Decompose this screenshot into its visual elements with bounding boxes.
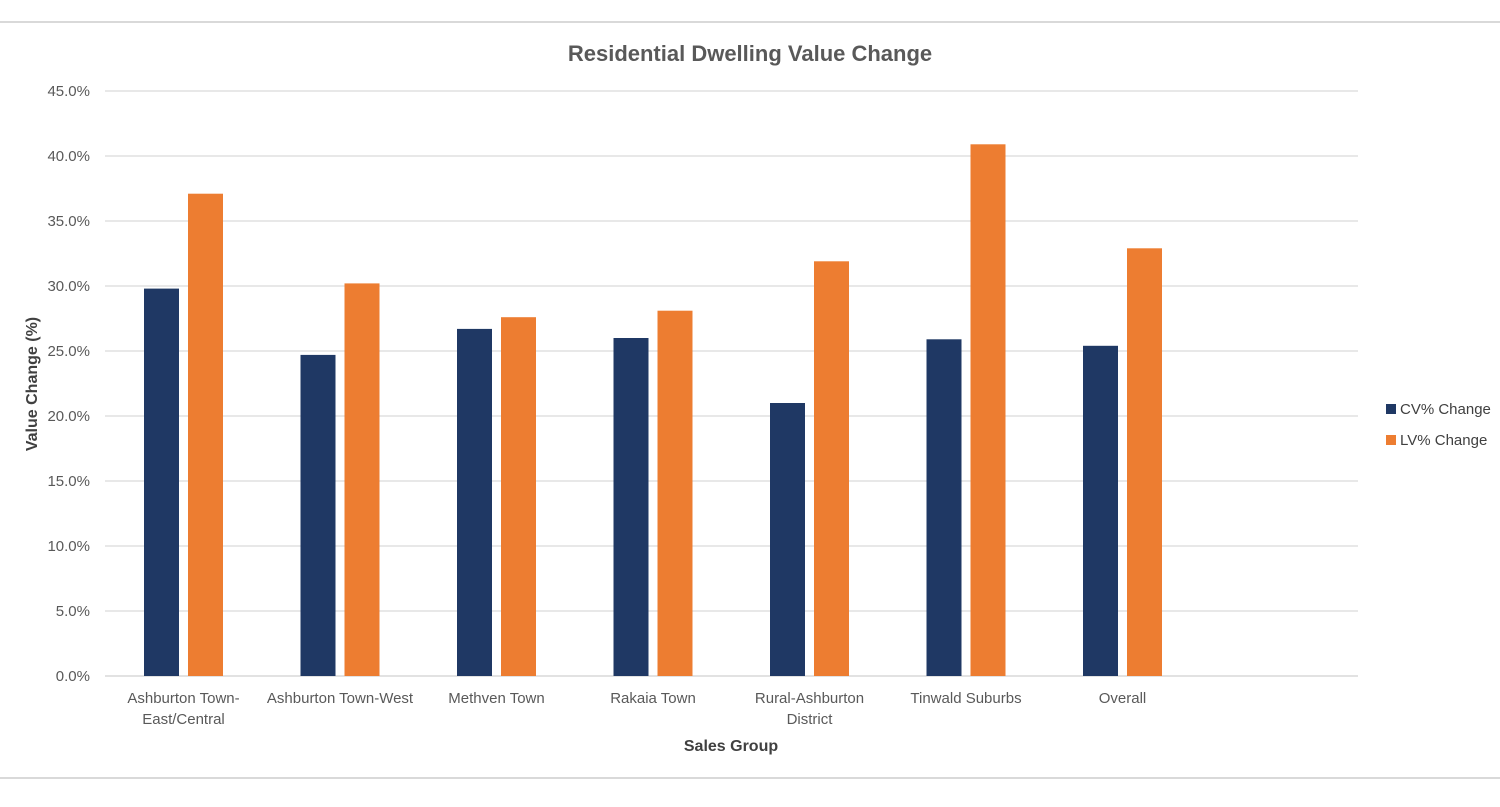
chart-title: Residential Dwelling Value Change	[568, 41, 932, 66]
y-tick-label: 10.0%	[47, 538, 90, 555]
bar-lv-2	[501, 317, 536, 676]
bar-lv-1	[344, 283, 380, 676]
legend-swatch	[1386, 404, 1396, 414]
bar-cv-6	[1083, 345, 1118, 676]
y-tick-label: 25.0%	[47, 343, 90, 360]
y-axis-title: Value Change (%)	[24, 317, 41, 451]
y-tick-label: 40.0%	[47, 148, 90, 165]
bar-lv-5	[970, 144, 1006, 677]
bar-cv-0	[144, 288, 179, 676]
y-tick-label: 30.0%	[47, 278, 90, 295]
x-tick-label: Ashburton Town-West	[267, 690, 414, 707]
bar-cv-4	[770, 403, 805, 676]
legend-label: CV% Change	[1400, 401, 1491, 418]
legend: CV% Change LV% Change	[1386, 401, 1491, 449]
x-axis-tick-labels: Ashburton Town-East/Central Ashburton Tow…	[127, 690, 1146, 728]
x-tick-label: Ashburton Town-East/Central	[127, 690, 239, 728]
x-tick-label: Rural-Ashburton District	[755, 690, 864, 728]
x-tick-label: Tinwald Suburbs	[910, 690, 1021, 707]
gridlines	[105, 90, 1358, 677]
x-axis-title: Sales Group	[684, 738, 778, 755]
y-tick-label: 45.0%	[47, 83, 90, 100]
y-tick-label: 20.0%	[47, 408, 90, 425]
chart-top-border	[0, 21, 1500, 23]
bar-lv-4	[814, 261, 849, 676]
y-tick-label: 35.0%	[47, 213, 90, 230]
chart-bottom-border	[0, 777, 1500, 779]
legend-label: LV% Change	[1400, 432, 1487, 449]
x-tick-label: Methven Town	[448, 690, 544, 707]
legend-swatch	[1386, 435, 1396, 445]
bar-cv-1	[300, 354, 336, 676]
bar-lv-0	[188, 193, 223, 676]
bars	[144, 144, 1162, 677]
x-tick-label: Overall	[1099, 690, 1147, 707]
x-tick-label: Rakaia Town	[610, 690, 696, 707]
y-tick-label: 15.0%	[47, 473, 90, 490]
y-axis-tick-labels: 0.0% 5.0% 10.0% 15.0% 20.0% 25.0% 30.0% 35.0% 40…	[47, 83, 90, 685]
y-tick-label: 5.0%	[56, 603, 90, 620]
bar-cv-2	[457, 328, 492, 676]
y-tick-label: 0.0%	[56, 668, 90, 685]
bar-cv-3	[613, 338, 649, 676]
bar-lv-3	[657, 310, 693, 676]
bar-cv-5	[926, 339, 962, 676]
bar-lv-6	[1127, 248, 1162, 677]
